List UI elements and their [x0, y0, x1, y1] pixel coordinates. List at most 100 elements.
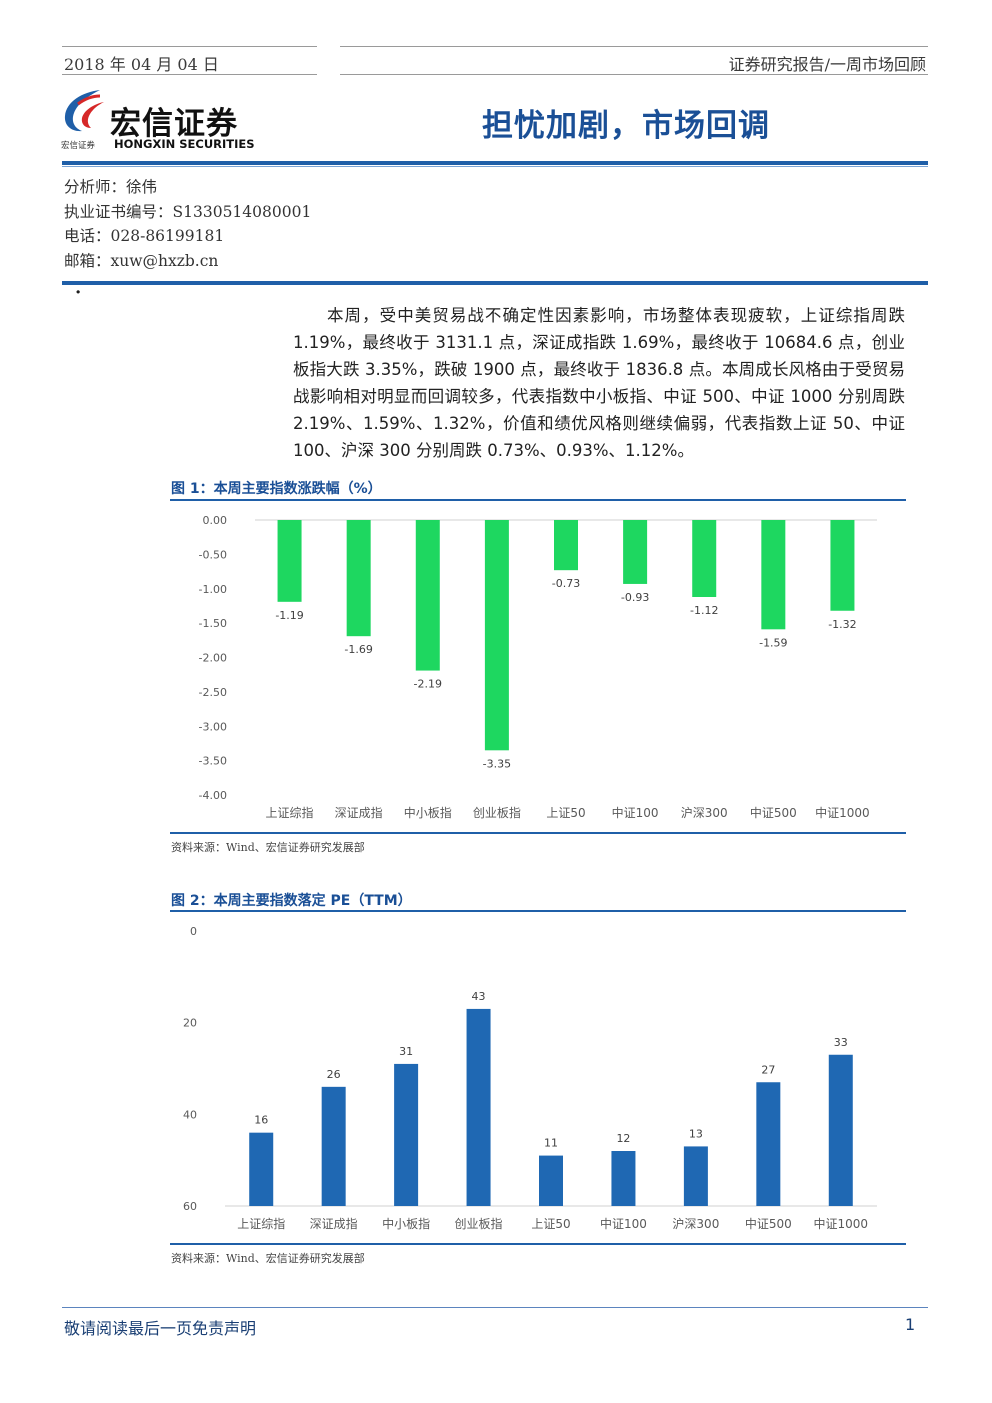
bullet-mark: · [75, 282, 82, 303]
y-tick-label: -1.50 [199, 617, 227, 630]
bar-value-label: -2.19 [414, 678, 442, 691]
x-category-label: 中证500 [750, 805, 797, 820]
bar-value-label: -1.19 [275, 609, 303, 622]
bar-1 [277, 520, 302, 602]
analyst-rule [62, 281, 928, 285]
bar-6 [623, 520, 648, 584]
footer-disclaimer: 敬请阅读最后一页免责声明 [64, 1319, 257, 1338]
bar-7 [692, 520, 717, 597]
logo-emblem-icon [64, 90, 104, 132]
bar-6 [611, 1151, 636, 1206]
bar-value-label: -1.59 [759, 636, 787, 649]
y-tick-label: 20 [183, 1017, 197, 1030]
figure2-chart: 0 20 40 60 16 上证综指 26 深证成指 31 中小板指 43 创业板指 11 上证50 12 中… [183, 925, 877, 1231]
bar-1 [249, 1132, 274, 1206]
y-tick-label: 40 [183, 1108, 197, 1121]
footer-rule [62, 1307, 928, 1308]
analyst-email: 邮箱：xuw@hxzb.cn [64, 251, 219, 270]
x-category-label: 中证500 [745, 1216, 792, 1231]
figure1-source: 资料来源：Wind、宏信证券研究发展部 [171, 841, 365, 854]
x-category-label: 沪深300 [672, 1217, 719, 1231]
x-category-label: 上证50 [546, 806, 585, 820]
figure1-bottom-rule [170, 832, 906, 834]
bar-value-label: 11 [544, 1137, 558, 1150]
bar-5 [554, 520, 578, 571]
x-category-label: 中证100 [600, 1216, 647, 1231]
x-category-label: 中小板指 [382, 1216, 430, 1231]
analyst-phone: 电话：028-86199181 [64, 227, 225, 245]
bar-3 [415, 520, 440, 671]
page-title: 担忧加剧，市场回调 [482, 108, 770, 144]
x-category-label: 创业板指 [455, 1216, 503, 1231]
bar-2 [321, 1086, 346, 1206]
header-top-rule-left [62, 46, 317, 47]
bar-value-label: -1.69 [344, 643, 372, 656]
report-date: 2018 年 04 月 04 日 [64, 55, 219, 74]
bar-4 [484, 520, 509, 751]
figure1-top-rule [170, 499, 906, 501]
logo-name-en: HONGXIN SECURITIES [114, 137, 255, 151]
x-category-label: 深证成指 [310, 1216, 358, 1231]
x-category-label: 中证1000 [814, 1216, 869, 1231]
x-category-label: 沪深300 [681, 806, 728, 820]
bar-2 [346, 520, 371, 637]
x-category-label: 创业板指 [473, 805, 521, 820]
figure2-title: 图 2：本周主要指数落定 PE（TTM） [171, 893, 412, 909]
y-tick-label: -2.50 [199, 686, 227, 699]
x-category-label: 上证综指 [266, 805, 314, 820]
summary-text: 本周，受中美贸易战不确定性因素影响，市场整体表现疲软，上证综指周跌1.19%，最… [293, 306, 905, 460]
bar-8 [756, 1082, 781, 1206]
figure2-top-rule [170, 910, 906, 912]
bar-8 [761, 520, 786, 630]
y-tick-label: -1.00 [199, 583, 227, 596]
title-rule [62, 161, 928, 165]
logo-small-cn: 宏信证券 [61, 141, 96, 151]
bar-value-label: -3.35 [483, 757, 511, 770]
y-tick-label: -0.50 [199, 548, 227, 561]
bar-value-label: 12 [616, 1132, 630, 1145]
y-tick-label: -3.50 [199, 755, 227, 768]
y-tick-label: -2.00 [199, 652, 227, 665]
y-tick-label: 60 [183, 1200, 197, 1213]
bar-3 [394, 1063, 419, 1206]
company-logo: 宏信证券 宏信证券 HONGXIN SECURITIES [60, 84, 270, 154]
analyst-name: 分析师：徐伟 [64, 178, 158, 196]
title-rule-thin [62, 166, 928, 167]
bar-value-label: 31 [399, 1045, 413, 1058]
figure1-title: 图 1：本周主要指数涨跌幅（%） [171, 481, 382, 497]
summary-paragraph: 本周，受中美贸易战不确定性因素影响，市场整体表现疲软，上证综指周跌1.19%，最… [293, 302, 905, 464]
x-category-label: 中证1000 [815, 805, 870, 820]
figure2-source: 资料来源：Wind、宏信证券研究发展部 [171, 1252, 365, 1265]
y-tick-label: -4.00 [199, 789, 227, 802]
page-number: 1 [905, 1315, 916, 1334]
bar-value-label: -0.73 [552, 577, 580, 590]
bar-value-label: 43 [472, 990, 486, 1003]
bar-value-label: 26 [327, 1068, 341, 1081]
bar-4 [466, 1008, 491, 1206]
bar-value-label: -1.32 [828, 618, 856, 631]
y-tick-label: 0 [190, 925, 197, 938]
report-category: 证券研究报告/一周市场回顾 [728, 55, 926, 74]
logo-name-cn: 宏信证券 [110, 106, 238, 142]
bar-9 [830, 520, 855, 611]
bar-value-label: -1.12 [690, 604, 718, 617]
bar-5 [539, 1155, 563, 1206]
bar-value-label: 27 [761, 1063, 775, 1076]
x-category-label: 中小板指 [404, 805, 452, 820]
bar-7 [683, 1146, 708, 1206]
y-tick-label: -3.00 [199, 720, 227, 733]
x-category-label: 上证综指 [237, 1216, 285, 1231]
x-category-label: 上证50 [531, 1217, 570, 1231]
bar-value-label: 33 [834, 1036, 848, 1049]
bar-value-label: -0.93 [621, 591, 649, 604]
analyst-cert: 执业证书编号：S1330514080001 [64, 202, 312, 221]
header-mid-rule-left [62, 74, 317, 75]
bar-value-label: 13 [689, 1127, 703, 1140]
header-top-rule-right [340, 46, 928, 47]
figure1-chart: 0.00 -0.50 -1.00 -1.50 -2.00 -2.50 -3.00 -3.50 -… [199, 514, 877, 820]
header-mid-rule-right [340, 74, 928, 75]
x-category-label: 中证100 [612, 805, 659, 820]
bar-value-label: 16 [254, 1114, 268, 1127]
y-tick-label: 0.00 [203, 514, 228, 527]
analyst-info: 分析师：徐伟 执业证书编号：S1330514080001 电话：028-8619… [64, 175, 311, 273]
